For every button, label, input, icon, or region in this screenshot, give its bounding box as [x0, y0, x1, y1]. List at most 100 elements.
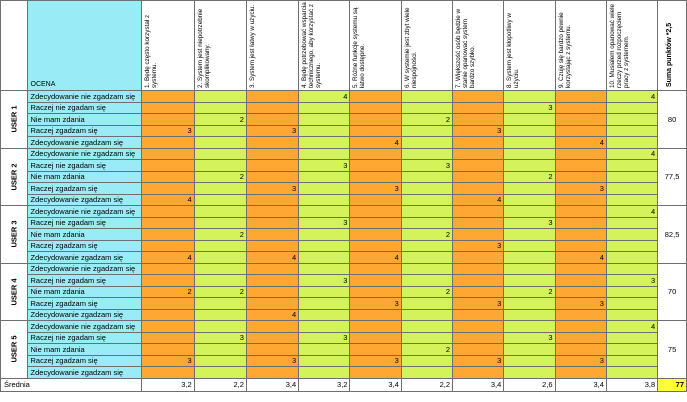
- score-cell: [298, 170, 351, 183]
- score-cell: [452, 147, 505, 160]
- score-cell: 4: [605, 147, 659, 160]
- user-total: 70: [657, 262, 687, 321]
- score-cell: [298, 320, 351, 333]
- score-cell: [141, 205, 195, 218]
- score-cell: [245, 90, 300, 103]
- header-row: OCENA 1. Będę często korzystał z systemu.…: [0, 0, 687, 91]
- score-cell: [554, 228, 607, 241]
- score-cell: [400, 366, 454, 379]
- answer-option: Raczej nie zgadam się: [26, 101, 143, 114]
- question-text: 2. System jest niepotrzebnie skomplikowa…: [196, 8, 211, 88]
- score-cell: [400, 90, 454, 103]
- score-cell: [298, 285, 351, 298]
- score-cell: [554, 124, 607, 137]
- score-cell: [503, 366, 556, 379]
- score-cell: [193, 216, 247, 229]
- score-cell: [245, 343, 300, 356]
- question-text: 8. System jest kłopotliwy w użyciu.: [506, 13, 521, 88]
- question-header: 6. W systemie jest zbyt wiele niespójnoś…: [400, 0, 454, 91]
- score-cell: [298, 101, 351, 114]
- score-cell: [141, 320, 195, 333]
- answer-option: Raczej zgadzam się: [26, 239, 143, 252]
- score-cell: [298, 354, 351, 367]
- score-cell: 3: [452, 354, 505, 367]
- ocena-header: OCENA: [26, 0, 143, 91]
- score-cell: 4: [452, 193, 505, 206]
- average-label: Średnia: [0, 377, 143, 392]
- score-cell: 4: [298, 90, 351, 103]
- score-cell: [298, 124, 351, 137]
- score-cell: [400, 136, 454, 149]
- table-row: Raczej nie zgadam się 3 3: [1, 216, 687, 229]
- score-cell: [400, 216, 454, 229]
- score-cell: [503, 90, 556, 103]
- score-cell: 4: [605, 90, 659, 103]
- table-row: Zdecydowanie zgadzam się 4 4: [1, 193, 687, 206]
- score-cell: [554, 216, 607, 229]
- score-cell: [452, 320, 505, 333]
- average-value: 3,4: [349, 377, 402, 392]
- table-row: Nie mam zdania 2 2: [1, 170, 687, 183]
- score-cell: [503, 262, 556, 275]
- score-cell: [349, 262, 402, 275]
- score-cell: [452, 216, 505, 229]
- score-cell: [503, 320, 556, 333]
- table-row: Zdecydowanie zgadzam się: [1, 366, 687, 379]
- score-cell: [141, 274, 195, 287]
- score-cell: [503, 136, 556, 149]
- score-cell: [605, 354, 659, 367]
- corner-cell: [0, 0, 28, 91]
- score-cell: [400, 239, 454, 252]
- score-cell: [193, 239, 247, 252]
- score-cell: 4: [605, 320, 659, 333]
- score-cell: 2: [400, 343, 454, 356]
- score-cell: [554, 308, 607, 321]
- answer-option: Zdecydowanie zgadzam się: [26, 136, 143, 149]
- average-value: 2,2: [193, 377, 247, 392]
- score-cell: [400, 124, 454, 137]
- score-cell: [349, 113, 402, 126]
- score-cell: [400, 193, 454, 206]
- question-header: 8. System jest kłopotliwy w użyciu.: [503, 0, 556, 91]
- question-text: 7. Większość osób będzie w stanie opanow…: [455, 8, 477, 88]
- question-text: 3. System jest łatwy w użyciu.: [248, 4, 256, 88]
- score-cell: [141, 113, 195, 126]
- answer-option: Zdecydowanie zgadzam się: [26, 308, 143, 321]
- score-cell: [245, 136, 300, 149]
- score-cell: [605, 262, 659, 275]
- average-value: 3,2: [298, 377, 351, 392]
- score-cell: [400, 354, 454, 367]
- score-cell: [245, 101, 300, 114]
- user-label-text: USER 3: [9, 220, 18, 248]
- score-cell: 3: [554, 297, 607, 310]
- score-cell: [452, 205, 505, 218]
- score-cell: 3: [503, 216, 556, 229]
- score-cell: 2: [503, 285, 556, 298]
- score-cell: 2: [193, 170, 247, 183]
- user-label: USER 3: [0, 205, 28, 264]
- answer-option: Zdecydowanie zgadzam się: [26, 251, 143, 264]
- score-cell: [298, 193, 351, 206]
- score-cell: [554, 193, 607, 206]
- table-row: USER 5 Zdecydowanie nie zgadzam się 4 75: [0, 320, 687, 379]
- score-cell: 3: [349, 297, 402, 310]
- score-cell: [141, 147, 195, 160]
- score-cell: [141, 262, 195, 275]
- average-value: 2,6: [503, 377, 556, 392]
- answer-option: Nie mam zdania: [26, 285, 143, 298]
- score-cell: [400, 297, 454, 310]
- average-value: 2,2: [400, 377, 454, 392]
- score-cell: 3: [400, 159, 454, 172]
- score-cell: [400, 331, 454, 344]
- score-cell: [503, 205, 556, 218]
- score-cell: [193, 366, 247, 379]
- score-cell: 3: [503, 331, 556, 344]
- score-cell: 4: [605, 205, 659, 218]
- table-row: USER 3 Zdecydowanie nie zgadzam się 4 82,5: [0, 205, 687, 264]
- score-cell: [141, 308, 195, 321]
- score-cell: [554, 285, 607, 298]
- score-cell: [452, 90, 505, 103]
- answer-option: Raczej nie zgadam się: [26, 216, 143, 229]
- score-cell: [605, 331, 659, 344]
- user-label-text: USER 5: [9, 335, 18, 363]
